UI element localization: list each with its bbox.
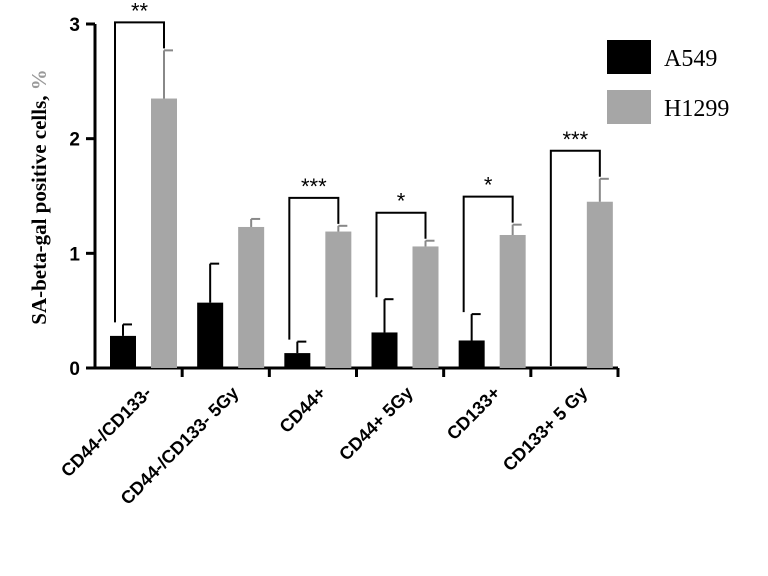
y-tick-label: 2 — [69, 130, 80, 151]
significance-brackets: ********** — [114, 0, 601, 366]
y-axis-label: SA-beta-gal positive cells, % — [27, 69, 51, 324]
bar — [499, 234, 526, 368]
y-tick-label: 1 — [69, 244, 80, 265]
legend: A549 H1299 — [607, 40, 729, 124]
bar — [151, 98, 177, 369]
significance-bracket — [462, 195, 514, 313]
legend-label: A549 — [664, 46, 717, 72]
significance-stars: *** — [301, 174, 327, 199]
legend-swatch — [607, 90, 651, 124]
significance-stars: *** — [562, 127, 588, 152]
category-label: CD133+ — [443, 383, 504, 444]
bar — [325, 231, 352, 368]
legend-swatch — [607, 40, 651, 74]
category-labels: CD44-/CD133-CD44-/CD133- 5Gy CD44+ CD44+ 5… — [57, 383, 591, 509]
category-label: CD44+ 5Gy — [335, 383, 417, 465]
category-label: CD133+ 5 Gy — [499, 383, 591, 475]
bar — [238, 226, 265, 368]
y-tick-label: 3 — [69, 15, 80, 36]
significance-stars: * — [397, 189, 406, 214]
bar — [458, 340, 485, 368]
category-label: CD44-/CD133- — [57, 383, 155, 481]
bar — [110, 335, 136, 368]
bar — [412, 246, 439, 368]
bars — [110, 49, 613, 369]
significance-stars: ** — [131, 0, 149, 23]
significance-bracket — [114, 21, 165, 323]
bar — [197, 302, 224, 368]
significance-bracket — [288, 196, 340, 340]
significance-stars: * — [484, 173, 493, 198]
significance-bracket — [549, 149, 601, 366]
axes: 0 1 2 3 — [69, 15, 620, 380]
bar — [284, 353, 311, 368]
category-label: CD44+ — [276, 383, 330, 437]
bar — [371, 332, 398, 368]
bar — [586, 201, 613, 368]
significance-bracket — [375, 211, 427, 298]
y-tick-label: 0 — [69, 359, 80, 380]
legend-label: H1299 — [664, 96, 729, 122]
